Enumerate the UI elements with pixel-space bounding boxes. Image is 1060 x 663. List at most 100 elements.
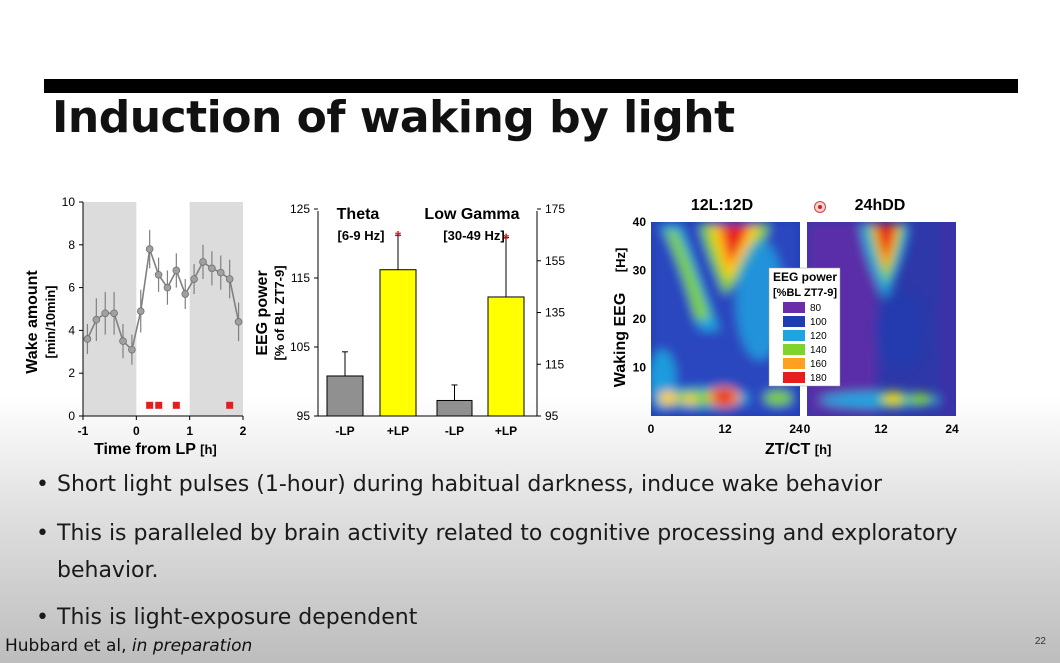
x-axis-label: Time from LP [h] [94, 441, 217, 458]
legend-swatch [783, 344, 805, 355]
light-pulse-marker [146, 401, 154, 409]
citation-authors: Hubbard et al, [5, 636, 132, 656]
bullet-item: This is paralleled by brain activity rel… [36, 515, 1017, 589]
data-point [83, 335, 92, 343]
title-rule [44, 79, 1018, 93]
data-point [154, 270, 163, 279]
left-y-tick-label: 115 [291, 271, 310, 285]
y-tick-label: 8 [68, 238, 75, 252]
legend-label: 180 [810, 373, 827, 384]
significance-star: * [395, 228, 401, 245]
right-y-tick-label: 115 [545, 357, 564, 371]
bullet-item: Short light pulses (1-hour) during habit… [36, 466, 882, 503]
legend-label: 140 [810, 345, 827, 356]
heatmap-legend: EEG power [%BL ZT7-9] 80 100 120 140 160 180 [768, 267, 841, 387]
legend-swatch [783, 302, 805, 313]
left-y-tick-label: 105 [290, 340, 310, 354]
significance-star: * [503, 230, 509, 247]
y-tick-label: 6 [68, 281, 75, 295]
y-axis-unit: [% of BL ZT7-9] [272, 265, 287, 360]
x-tick-label: 12 [718, 422, 732, 436]
category-label: +LP [495, 424, 517, 438]
y-axis-unit: [min/10min] [43, 286, 58, 359]
y-axis-unit: [Hz] [613, 248, 628, 273]
data-point [234, 318, 243, 326]
x-tick-label: 1 [186, 424, 193, 438]
legend-swatch [783, 358, 805, 369]
citation: Hubbard et al, in preparation [5, 636, 252, 656]
panel-title-ld: 12L:12D [691, 197, 753, 214]
x-tick-label: 0 [133, 424, 140, 438]
x-tick-label: 24 [945, 422, 959, 436]
right-y-tick-label: 135 [545, 306, 565, 320]
x-axis-label: ZT/CT [h] [765, 441, 831, 458]
y-tick-label: 10 [633, 361, 647, 375]
y-tick-label: 2 [68, 366, 75, 380]
right-y-tick-label: 95 [545, 409, 559, 423]
right-y-tick-label: 155 [545, 254, 565, 268]
data-point [216, 268, 225, 277]
shaded-region [83, 202, 137, 416]
light-pulse-marker [155, 401, 163, 409]
light-pulse-marker [172, 401, 180, 409]
group-band-gamma: [30-49 Hz] [443, 228, 504, 243]
data-point [101, 309, 110, 318]
y-axis-label: Wake amount [24, 270, 41, 374]
data-point [163, 283, 172, 292]
group-band-theta: [6-9 Hz] [338, 228, 385, 243]
y-tick-label: 20 [633, 312, 647, 326]
legend-subtitle: [%BL ZT7-9] [773, 287, 837, 299]
y-tick-label: 10 [62, 195, 76, 209]
data-point [110, 309, 118, 318]
y-tick-label: 4 [68, 323, 75, 337]
y-tick-label: 40 [633, 215, 647, 229]
x-tick-label: 0 [804, 422, 811, 436]
category-label: -LP [445, 424, 464, 438]
left-y-tick-label: 125 [290, 202, 310, 216]
citation-status: in preparation [131, 636, 253, 656]
group-name-theta: Theta [337, 206, 380, 223]
slide-title: Induction of waking by light [52, 92, 735, 143]
legend-label: 120 [810, 331, 827, 342]
data-point [128, 345, 136, 354]
group-name-gamma: Low Gamma [424, 206, 519, 223]
legend-label: 80 [810, 303, 822, 314]
data-point [208, 264, 216, 273]
y-axis-label: Waking EEG [612, 293, 629, 388]
bar [326, 375, 364, 417]
data-point [136, 307, 145, 315]
legend-swatch [783, 330, 805, 341]
panel-title-dd: 24hDD [855, 197, 906, 214]
data-point [145, 245, 154, 253]
legend-label: 160 [810, 359, 827, 370]
right-y-tick-label: 175 [545, 202, 565, 216]
data-point [172, 266, 181, 275]
y-tick-label: 0 [68, 409, 75, 423]
category-label: +LP [387, 424, 409, 438]
legend-swatch [783, 316, 805, 327]
left-y-tick-label: 95 [297, 409, 311, 423]
category-label: -LP [335, 424, 354, 438]
data-point [190, 275, 198, 283]
y-tick-label: 30 [633, 264, 647, 278]
data-point [199, 258, 207, 266]
page-number: 22 [1034, 636, 1046, 647]
y-axis-label: EEG power [254, 270, 271, 355]
laser-pointer-icon [814, 201, 826, 213]
bar [487, 296, 525, 417]
light-pulse-marker [226, 401, 234, 409]
data-point [225, 275, 234, 283]
bullet-item: This is light-exposure dependent [36, 599, 417, 636]
x-tick-label: 0 [648, 422, 655, 436]
x-tick-label: 2 [240, 424, 247, 438]
shaded-region [189, 202, 243, 416]
x-tick-label: 12 [874, 422, 888, 436]
legend-label: 100 [810, 317, 827, 328]
x-tick-label: 24 [789, 422, 803, 436]
x-tick-label: -1 [78, 424, 89, 438]
data-point [181, 290, 190, 298]
data-point [119, 337, 127, 345]
